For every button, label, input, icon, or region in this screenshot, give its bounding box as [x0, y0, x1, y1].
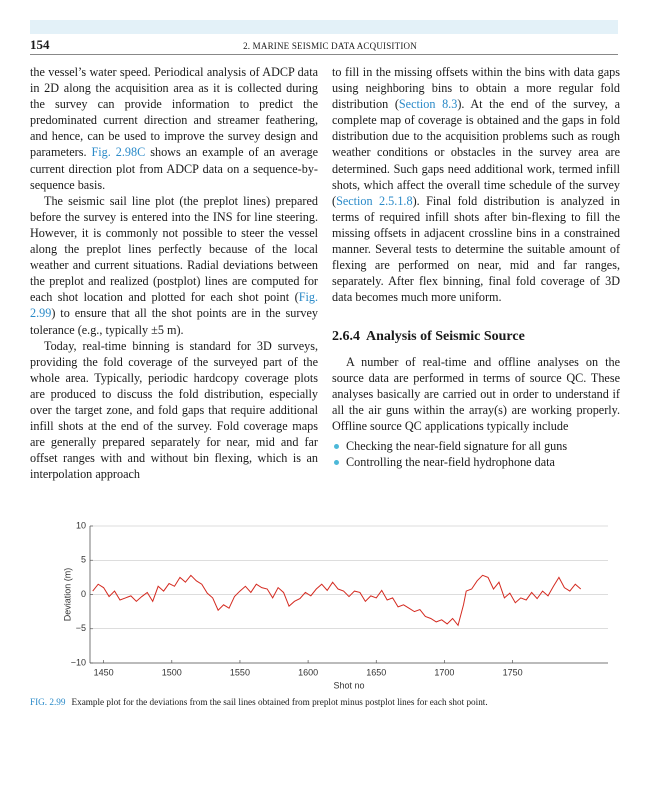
- bullet-item: Controlling the near-field hydrophone da…: [334, 454, 620, 470]
- x-tick-label: 1750: [503, 667, 523, 677]
- text-run: The seismic sail line plot (the preplot …: [30, 193, 318, 305]
- x-tick-label: 1700: [434, 667, 454, 677]
- link[interactable]: Section 8.3: [398, 97, 458, 112]
- text-run: ). Final fold distribution is analyzed i…: [332, 193, 620, 305]
- text-run: Today, real-time binning is standard for…: [30, 338, 318, 482]
- text-run: to fill in the missing offsets within th…: [332, 65, 620, 112]
- caption: FIG. 2.99 Example plot for the deviations…: [30, 697, 618, 707]
- y-axis-label: Deviation (m): [62, 568, 72, 622]
- data-line: [92, 574, 582, 627]
- paragraph: to fill in the missing offsets within th…: [332, 64, 620, 305]
- caption-label: FIG. 2.99: [30, 697, 66, 707]
- text-run: ). At the end of the survey, a complete …: [332, 97, 620, 208]
- right-column: to fill in the missing offsets within th…: [332, 64, 620, 470]
- link[interactable]: Fig. 2.98C: [91, 145, 146, 160]
- x-tick-label: 1500: [162, 667, 182, 677]
- x-tick-label: 1550: [230, 667, 250, 677]
- x-tick-label: 1450: [94, 667, 114, 677]
- text-run: shows an example of an average current d…: [30, 145, 318, 192]
- x-tick-label: 1650: [366, 667, 386, 677]
- bullet-list: Checking the near-field signature for al…: [332, 438, 620, 470]
- text-run: A number of real-time and offline analys…: [332, 354, 620, 433]
- chart: 10 5 0 −5 −10 1450 1500 1550 1600 1650 1700 1750 Sho…: [62, 520, 608, 690]
- paragraph: the vessel’s water speed. Periodical ana…: [30, 64, 318, 193]
- bullet-item: Checking the near-field signature for al…: [334, 438, 620, 454]
- x-tick-label: 1600: [298, 667, 318, 677]
- link[interactable]: Fig. 2.99: [30, 290, 318, 321]
- paragraph: The seismic sail line plot (the preplot …: [30, 193, 318, 338]
- paragraph: A number of real-time and offline analys…: [332, 354, 620, 434]
- header-rule: [30, 54, 618, 55]
- section-number: 2.6.4: [332, 329, 360, 345]
- y-tick-label: 0: [81, 589, 86, 599]
- y-tick-label: 5: [81, 555, 86, 565]
- text-run: ) to ensure that all the shot points are…: [30, 306, 318, 337]
- caption-text: Example plot for the deviations from the…: [71, 697, 488, 707]
- y-tick-label: −10: [71, 657, 86, 667]
- paragraph: Today, real-time binning is standard for…: [30, 338, 318, 483]
- link[interactable]: Section 2.5.1.8: [336, 193, 413, 208]
- section-title: Analysis of Seismic Source: [366, 329, 525, 345]
- page-number: 154: [30, 37, 50, 52]
- x-axis-label: Shot no: [333, 680, 364, 690]
- text-run: the vessel’s water speed. Periodical ana…: [30, 65, 318, 160]
- y-tick-label: 10: [76, 520, 86, 530]
- section-heading: 2.6.4 Analysis of Seismic Source: [332, 329, 620, 345]
- y-tick-label: −5: [76, 623, 86, 633]
- running-title: 2. MARINE SEISMIC DATA ACQUISITION: [243, 41, 417, 51]
- header-band: [30, 20, 618, 34]
- left-column: the vessel’s water speed. Periodical ana…: [30, 64, 318, 482]
